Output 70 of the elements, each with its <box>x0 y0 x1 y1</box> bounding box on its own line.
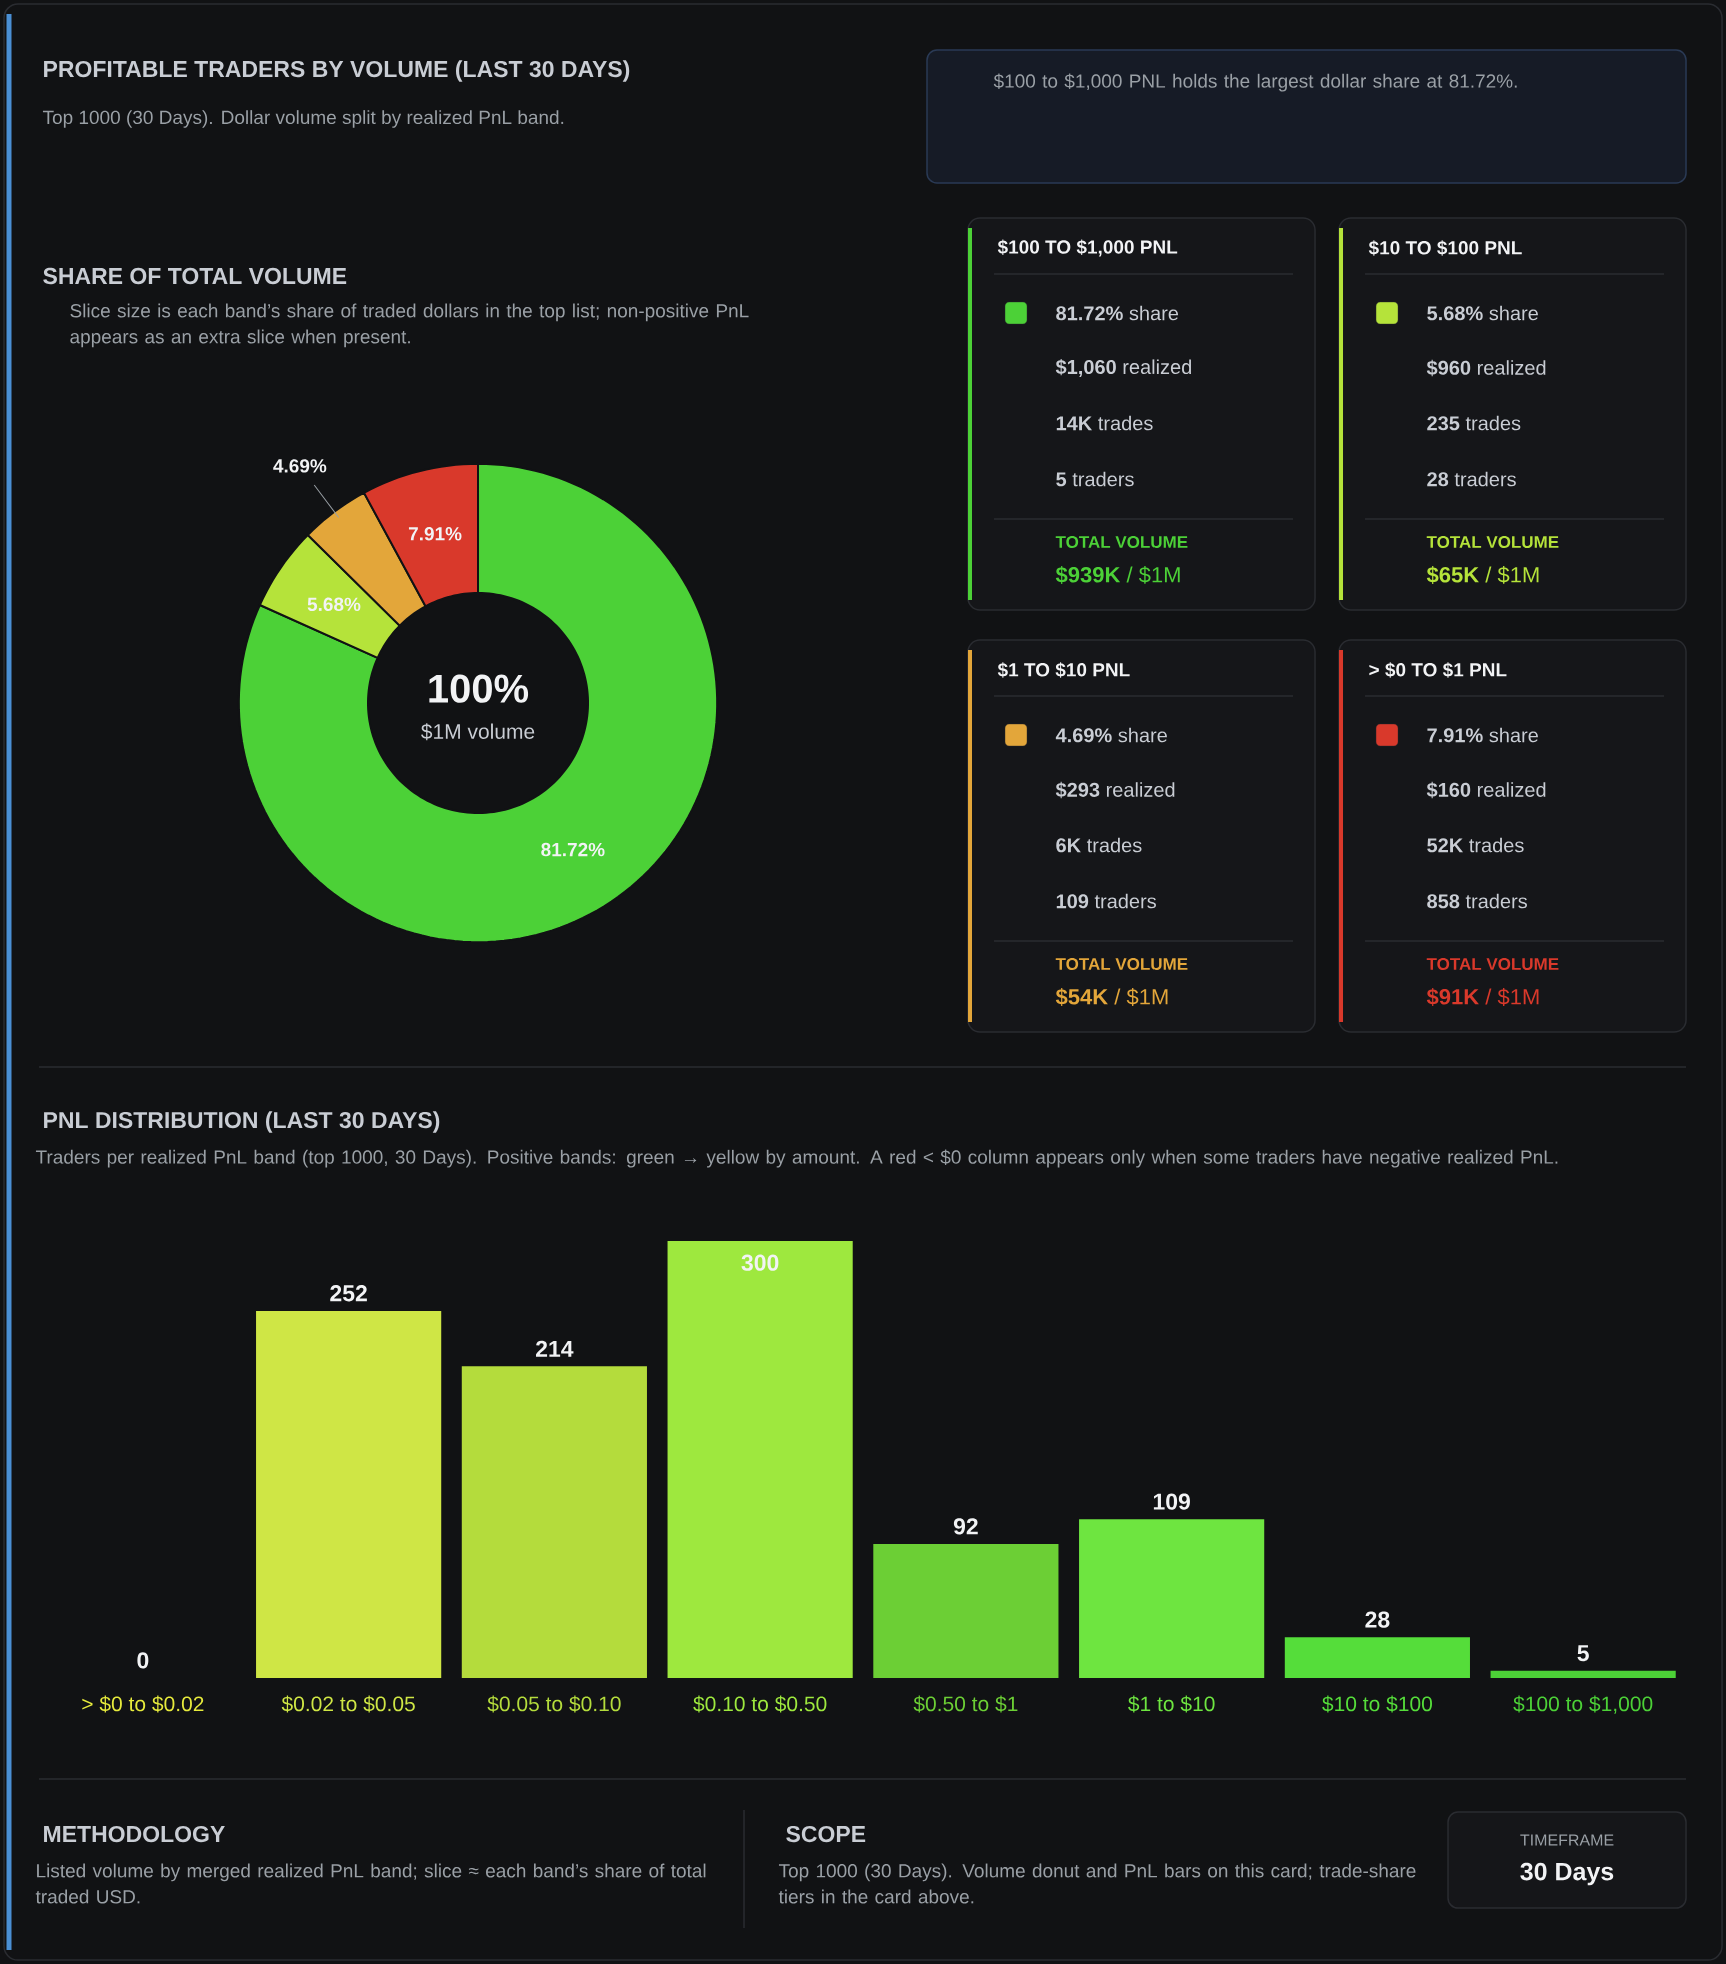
category-label: > $0 to $0.02 <box>82 1695 204 1713</box>
chart-subtitle: Slice size is each band’s share of traded dollars in the top list; non-positive PnL appears as an extra slice when present. <box>70 303 749 348</box>
text: 4.69% share <box>1055 727 1167 743</box>
text: 81.72% share <box>1056 305 1179 321</box>
text: Listed volume by merged realized PnL band; slice ≈ each band’s share of total traded USD. <box>35 1863 706 1904</box>
text: 6K trades <box>1056 837 1142 853</box>
text: 30 Days <box>1520 1862 1614 1886</box>
data-label: 5 <box>1577 1645 1589 1662</box>
text: PROFITABLE TRADERS BY VOLUME (LAST 30 DAYS) <box>44 60 630 82</box>
category-label: $100 to $1,000 <box>1513 1695 1653 1714</box>
text: $65K / $1M <box>1426 566 1539 584</box>
chart-title: SHARE OF TOTAL VOLUME <box>43 267 347 285</box>
category-label: $100 TO $1,000 PNL <box>997 239 1178 257</box>
text: 52K trades <box>1427 837 1524 853</box>
bar <box>256 1310 442 1679</box>
data-label: 7.91% <box>408 527 462 541</box>
category-label: $10 to $100 <box>1322 1695 1432 1713</box>
text: $1,060 realized <box>1055 359 1192 377</box>
bar <box>1490 1670 1676 1679</box>
bar <box>1079 1519 1265 1679</box>
data-label: 214 <box>535 1340 574 1357</box>
data-label: 300 <box>741 1254 779 1271</box>
bar <box>461 1366 647 1679</box>
chart-title: PNL DISTRIBUTION (LAST 30 DAYS) <box>44 1111 440 1133</box>
category-label: $1 to $10 <box>1128 1695 1215 1713</box>
text: TOTAL VOLUME <box>1426 535 1559 549</box>
bar <box>873 1544 1059 1679</box>
text: $54K / $1M <box>1055 988 1168 1006</box>
text: $100 to $1,000 PNL holds the largest dollar share at 81.72%. <box>993 73 1517 92</box>
text: $91K / $1M <box>1426 988 1539 1006</box>
text: $960 realized <box>1426 359 1546 377</box>
category-label: $1 TO $10 PNL <box>997 662 1130 678</box>
chart-subtitle: Traders per realized PnL band (top 1000, 30 Days). Positive bands: green → yellow by amount. A red < $0 column appears only when some traders have negative realized PnL. <box>35 1149 1558 1168</box>
text: $939K / $1M <box>1055 566 1180 584</box>
data-label: 109 <box>1153 1493 1190 1510</box>
data-label: 28 <box>1365 1611 1390 1628</box>
category-label: $0.05 to $0.10 <box>487 1695 621 1713</box>
category-label: $0.50 to $1 <box>913 1695 1018 1713</box>
text: 109 traders <box>1056 893 1156 909</box>
text: 5.68% share <box>1427 305 1538 321</box>
data-label: 252 <box>330 1285 367 1302</box>
text: TOTAL VOLUME <box>1055 535 1188 549</box>
category-label: $0.02 to $0.05 <box>281 1695 415 1713</box>
text: 14K trades <box>1056 415 1153 431</box>
text: METHODOLOGY <box>44 1825 225 1843</box>
text: 858 traders <box>1427 893 1527 909</box>
bar <box>1284 1637 1470 1679</box>
text: TOTAL VOLUME <box>1055 957 1188 971</box>
data-label: 5.68% <box>307 597 361 612</box>
text: $160 realized <box>1426 781 1546 799</box>
text: 28 traders <box>1427 471 1516 487</box>
text: Top 1000 (30 Days). Volume donut and PnL bars on this card; trade-share tiers in the card above. <box>778 1863 1416 1904</box>
data-label: 4.69% <box>273 459 327 473</box>
data-label: 0 <box>137 1652 149 1669</box>
text: TIMEFRAME <box>1520 1834 1614 1846</box>
text: $293 realized <box>1055 781 1175 799</box>
data-label: 92 <box>953 1518 978 1535</box>
bar <box>667 1241 853 1679</box>
text: 5 traders <box>1056 471 1134 487</box>
category-label: > $0 TO $1 PNL <box>1369 662 1507 678</box>
text: SCOPE <box>786 1825 866 1843</box>
text: 235 trades <box>1427 415 1521 431</box>
category-label: $0.10 to $0.50 <box>693 1695 827 1713</box>
text: TOTAL VOLUME <box>1426 957 1559 971</box>
data-label: 81.72% <box>541 842 605 857</box>
category-label: $10 TO $100 PNL <box>1368 240 1522 256</box>
text: 7.91% share <box>1427 727 1538 743</box>
text: 100% <box>429 674 529 703</box>
text: Top 1000 (30 Days). Dollar volume split by realized PnL band. <box>42 110 564 128</box>
text: $1M volume <box>421 723 535 741</box>
